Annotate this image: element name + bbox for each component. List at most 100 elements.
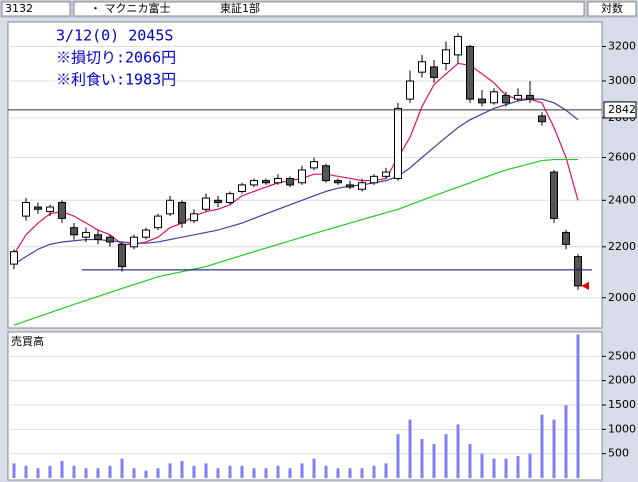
volume-bar <box>336 468 340 478</box>
candle-body <box>58 202 66 219</box>
candle-body <box>118 243 126 268</box>
candle-body <box>238 184 246 192</box>
candle-body <box>250 180 258 186</box>
stock-name: ・ マクニカ富士 <box>90 1 171 15</box>
volume-bar <box>300 463 304 478</box>
candle-body <box>334 180 342 184</box>
y-tick-label: 500 <box>608 447 629 460</box>
volume-bar <box>564 405 568 478</box>
volume-bar <box>96 468 100 478</box>
volume-bar <box>228 465 232 478</box>
candle-body <box>130 236 138 248</box>
candle-body <box>478 98 486 104</box>
candle-body <box>418 61 426 73</box>
candle-body <box>106 236 114 243</box>
volume-bar <box>504 458 508 478</box>
volume-bar <box>264 468 268 478</box>
volume-bar <box>204 463 208 478</box>
volume-bar <box>12 463 16 478</box>
panel-title: 売買高 <box>11 334 44 348</box>
y-tick-label: 3200 <box>608 39 636 52</box>
candle-body <box>310 161 318 169</box>
price-box <box>603 101 637 119</box>
volume-bar <box>252 468 256 478</box>
volume-bar <box>384 463 388 478</box>
candle-body <box>226 193 234 204</box>
candle-body <box>562 231 570 245</box>
volume-bar <box>132 468 136 478</box>
volume-bar <box>60 460 64 478</box>
volume-bar <box>348 468 352 478</box>
candle-body <box>262 180 270 184</box>
candle-body <box>154 215 162 229</box>
name-box <box>73 1 585 17</box>
volume-bar <box>120 458 124 478</box>
candle-body <box>406 80 414 100</box>
candle-body <box>298 169 306 184</box>
candle-body <box>142 229 150 238</box>
current-price-label: 2842 <box>608 103 636 116</box>
moving-average <box>13 62 579 255</box>
code-box <box>1 1 71 17</box>
y-tick-label: 2000 <box>608 374 636 387</box>
scale-box <box>587 1 637 17</box>
volume-bar <box>432 443 436 478</box>
volume-bar <box>72 465 76 478</box>
candle-body <box>82 231 90 238</box>
volume-bar <box>576 334 580 478</box>
y-tick-label: 1000 <box>608 422 636 435</box>
volume-bar <box>84 468 88 478</box>
candle-body <box>574 256 582 287</box>
volume-bar <box>420 439 424 478</box>
candle-body <box>322 165 330 182</box>
candle-body <box>430 66 438 78</box>
candle-body <box>346 184 354 188</box>
scale-mode: 対数 <box>601 1 623 15</box>
candle-body <box>94 234 102 241</box>
annotation: ※損切り:2066円 <box>56 49 176 67</box>
volume-bar <box>192 465 196 478</box>
volume-bar <box>552 419 556 478</box>
volume-bar <box>240 465 244 478</box>
volume-bar <box>456 424 460 478</box>
candle-body <box>490 91 498 104</box>
volume-bar <box>276 465 280 478</box>
volume-bar <box>324 465 328 478</box>
candle-body <box>286 177 294 186</box>
moving-average <box>13 158 578 326</box>
volume-bar <box>108 465 112 478</box>
candle-body <box>10 251 18 265</box>
annotation: 3/12(0) 2045S <box>56 27 173 45</box>
y-tick-label: 1500 <box>608 398 636 411</box>
y-tick-label: 3000 <box>608 74 636 87</box>
annotation: ※利食い:1983円 <box>56 71 176 89</box>
candle-body <box>466 45 474 100</box>
market: 東証1部 <box>220 1 260 15</box>
volume-bar <box>36 468 40 478</box>
candle-body <box>538 115 546 123</box>
y-tick-label: 2600 <box>608 150 636 163</box>
volume-bar <box>180 460 184 478</box>
y-tick-label: 2400 <box>608 193 636 206</box>
candle-body <box>166 199 174 215</box>
candle-body <box>382 171 390 177</box>
volume-bar <box>360 468 364 478</box>
candle-body <box>46 206 54 213</box>
candle-body <box>550 171 558 219</box>
candle-body <box>22 202 30 217</box>
volume-bar <box>144 470 148 478</box>
candle-body <box>394 107 402 179</box>
volume-bar <box>48 465 52 478</box>
price-arrow <box>581 281 589 290</box>
volume-bar <box>216 468 220 478</box>
volume-bar <box>528 453 532 478</box>
volume-bar <box>24 465 28 478</box>
candle-body <box>70 227 78 236</box>
candle-body <box>214 199 222 204</box>
candle-body <box>454 36 462 56</box>
volume-bar <box>396 434 400 478</box>
candle-body <box>34 206 42 210</box>
volume-bar <box>516 456 520 478</box>
candle-body <box>358 182 366 190</box>
